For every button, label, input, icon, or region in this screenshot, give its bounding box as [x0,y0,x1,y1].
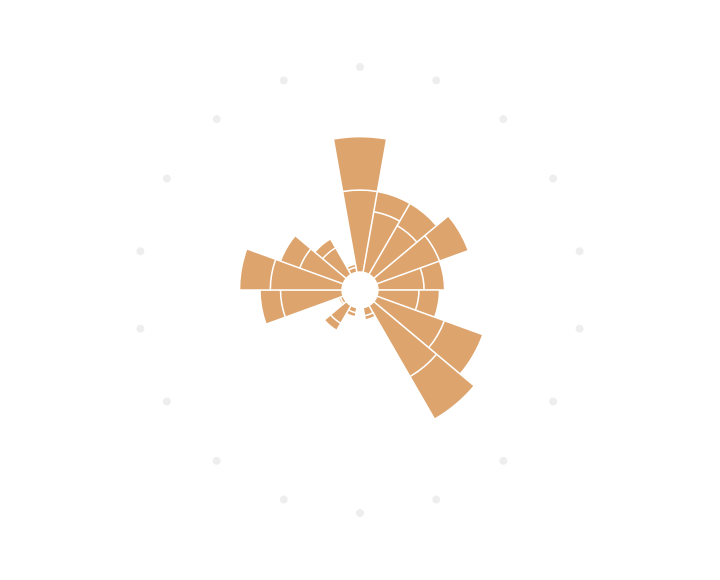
grid-dot [499,115,508,124]
grid-dot [356,63,364,71]
polar-segment [408,353,476,421]
grid-dot [136,247,145,256]
grid-dot [162,397,171,406]
grid-dot [499,456,508,465]
polar-segment [419,260,446,291]
grid-dot [575,324,584,333]
polar-segment [345,263,357,271]
grid-dot [356,509,364,517]
polar-segment [332,135,388,193]
grid-dot [549,174,558,183]
grid-dot [212,115,221,124]
polar-segment [238,247,277,291]
grid-dot [136,324,145,333]
polar-segment [323,313,342,332]
polar-segment [279,234,312,270]
grid-dot [549,397,558,406]
polar-segment [423,214,470,263]
grid-dot [432,76,441,85]
polar-segment [363,311,377,321]
grid-dot [279,76,288,85]
grid-dot [575,247,584,256]
grid-dot [279,495,288,504]
polar-segment [313,237,337,260]
grid-dot [212,456,221,465]
grid-dot [432,495,441,504]
grid-dot [162,174,171,183]
